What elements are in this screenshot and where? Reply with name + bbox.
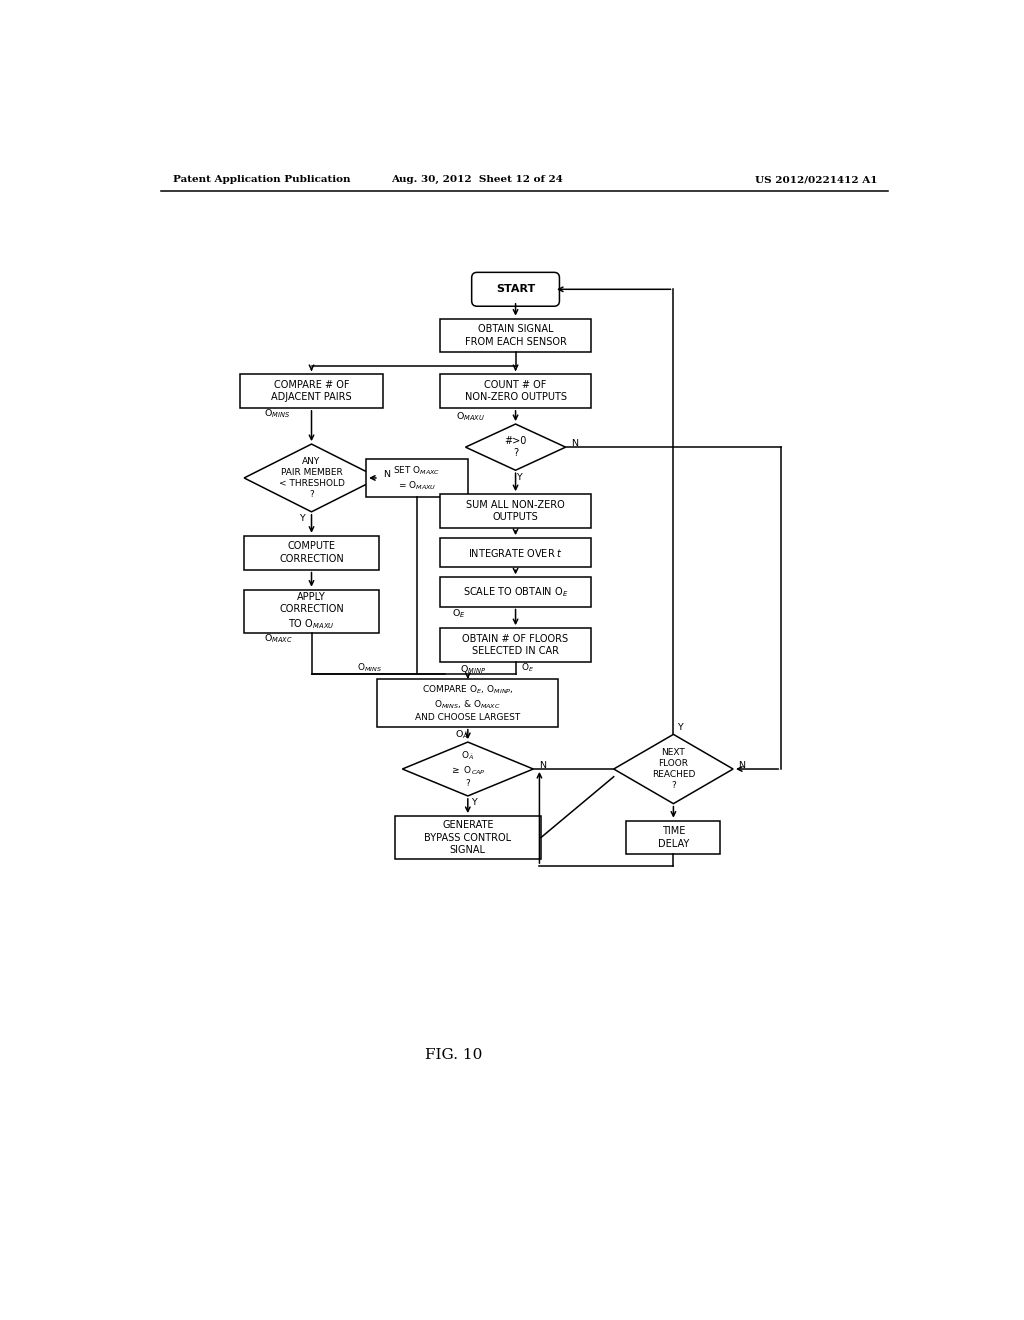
FancyBboxPatch shape [440, 318, 591, 352]
Polygon shape [613, 734, 733, 804]
FancyBboxPatch shape [394, 816, 541, 859]
Text: Y: Y [299, 515, 305, 523]
Text: O$_{MINP}$: O$_{MINP}$ [460, 664, 486, 676]
FancyBboxPatch shape [440, 628, 591, 663]
FancyBboxPatch shape [627, 821, 720, 854]
Text: Y: Y [677, 723, 682, 731]
Text: N: N [571, 438, 578, 447]
Text: ANY
PAIR MEMBER
< THRESHOLD
?: ANY PAIR MEMBER < THRESHOLD ? [279, 457, 344, 499]
Text: GENERATE
BYPASS CONTROL
SIGNAL: GENERATE BYPASS CONTROL SIGNAL [424, 820, 511, 855]
FancyBboxPatch shape [244, 536, 379, 570]
Text: O$_{MINS}$: O$_{MINS}$ [264, 408, 290, 420]
Text: #>0
?: #>0 ? [505, 436, 526, 458]
Text: N: N [539, 760, 546, 770]
Text: Aug. 30, 2012  Sheet 12 of 24: Aug. 30, 2012 Sheet 12 of 24 [391, 176, 563, 185]
Text: COMPARE O$_E$, O$_{MINP}$,
O$_{MINS}$, & O$_{MAXC}$
AND CHOOSE LARGEST: COMPARE O$_E$, O$_{MINP}$, O$_{MINS}$, &… [415, 684, 520, 722]
Text: N: N [738, 760, 745, 770]
Text: US 2012/0221412 A1: US 2012/0221412 A1 [755, 176, 878, 185]
Polygon shape [466, 424, 565, 470]
Text: SCALE TO OBTAIN O$_E$: SCALE TO OBTAIN O$_E$ [463, 585, 568, 599]
Text: INTEGRATE OVER $t$: INTEGRATE OVER $t$ [468, 546, 563, 558]
Text: NEXT
FLOOR
REACHED
?: NEXT FLOOR REACHED ? [651, 748, 695, 791]
Text: O$_E$: O$_E$ [453, 609, 466, 620]
Text: TIME
DELAY: TIME DELAY [657, 826, 689, 849]
Text: COMPARE # OF
ADJACENT PAIRS: COMPARE # OF ADJACENT PAIRS [271, 380, 352, 403]
FancyBboxPatch shape [244, 590, 379, 632]
Text: O$_{MAXC}$: O$_{MAXC}$ [264, 632, 293, 645]
Text: Y: Y [516, 474, 522, 482]
FancyBboxPatch shape [378, 678, 558, 726]
Text: APPLY
CORRECTION
TO O$_{MAXU}$: APPLY CORRECTION TO O$_{MAXU}$ [280, 591, 344, 631]
Text: Patent Application Publication: Patent Application Publication [173, 176, 350, 185]
Text: O$_{MINS}$: O$_{MINS}$ [356, 661, 382, 675]
FancyBboxPatch shape [440, 577, 591, 607]
Text: START: START [496, 284, 536, 294]
Text: O$_{\~{A}}$: O$_{\~{A}}$ [455, 729, 469, 741]
Polygon shape [244, 444, 379, 512]
FancyBboxPatch shape [367, 459, 468, 498]
Text: COMPUTE
CORRECTION: COMPUTE CORRECTION [280, 541, 344, 564]
FancyBboxPatch shape [472, 272, 559, 306]
FancyBboxPatch shape [440, 374, 591, 408]
FancyBboxPatch shape [241, 374, 383, 408]
Text: FIG. 10: FIG. 10 [425, 1048, 482, 1063]
Text: SET O$_{MAXC}$
= O$_{MAXU}$: SET O$_{MAXC}$ = O$_{MAXU}$ [393, 465, 440, 492]
Text: O$_{\~{A}}$
$\geq$ O$_{CAP}$
?: O$_{\~{A}}$ $\geq$ O$_{CAP}$ ? [450, 750, 485, 788]
Polygon shape [402, 742, 534, 796]
Text: SUM ALL NON-ZERO
OUTPUTS: SUM ALL NON-ZERO OUTPUTS [466, 500, 565, 523]
Text: N: N [384, 470, 390, 479]
Text: O$_E$: O$_E$ [520, 661, 534, 675]
FancyBboxPatch shape [440, 539, 591, 568]
Text: O$_{MAXU}$: O$_{MAXU}$ [456, 411, 484, 424]
Text: OBTAIN SIGNAL
FROM EACH SENSOR: OBTAIN SIGNAL FROM EACH SENSOR [465, 325, 566, 347]
Text: Y: Y [471, 799, 477, 808]
FancyBboxPatch shape [440, 494, 591, 528]
Text: COUNT # OF
NON-ZERO OUTPUTS: COUNT # OF NON-ZERO OUTPUTS [465, 380, 566, 403]
Text: OBTAIN # OF FLOORS
SELECTED IN CAR: OBTAIN # OF FLOORS SELECTED IN CAR [463, 634, 568, 656]
